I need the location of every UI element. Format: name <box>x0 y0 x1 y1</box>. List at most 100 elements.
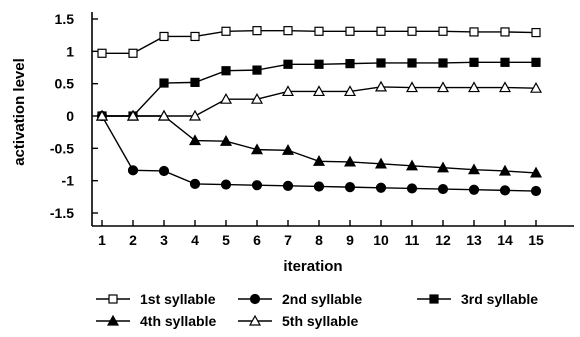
data-point <box>189 178 201 189</box>
x-tick-label: 15 <box>528 232 544 248</box>
data-point <box>219 134 233 146</box>
data-point <box>531 27 541 38</box>
legend-label: 3rd syllable <box>461 291 538 307</box>
series-3 <box>97 57 541 121</box>
legend-item: 1st syllable <box>96 291 216 307</box>
data-point <box>251 180 263 191</box>
x-axis-label: iteration <box>283 258 342 275</box>
data-point <box>157 109 171 121</box>
data-point <box>250 92 264 104</box>
x-tick-label: 6 <box>253 232 261 248</box>
data-point <box>374 157 388 169</box>
data-point <box>312 155 326 166</box>
legend-label: 5th syllable <box>282 313 358 329</box>
data-point <box>469 57 479 67</box>
x-tick-label: 9 <box>346 232 354 248</box>
data-point <box>407 58 417 68</box>
y-tick-label: 1 <box>66 43 74 59</box>
data-point <box>467 163 481 175</box>
x-tick-label: 3 <box>160 232 168 248</box>
data-point <box>281 144 295 155</box>
data-point <box>376 26 386 36</box>
x-tick-label: 13 <box>466 232 482 248</box>
data-point <box>345 59 355 69</box>
x-tick-label: 10 <box>373 232 389 248</box>
x-tick-label: 4 <box>191 232 199 248</box>
data-point <box>250 143 264 155</box>
series-2 <box>96 110 542 197</box>
y-axis-ticks: 1.5 1 0.5 0 -0.5 -1 -1.5 <box>50 11 98 221</box>
data-point <box>343 155 357 167</box>
data-point <box>529 81 543 93</box>
x-tick-label: 5 <box>222 232 230 248</box>
data-point <box>375 182 387 193</box>
series-5 <box>95 80 543 121</box>
x-tick-label: 14 <box>497 232 513 248</box>
data-point <box>158 165 170 177</box>
y-tick-label: -1 <box>62 173 75 189</box>
data-point <box>127 165 139 176</box>
legend-label: 2nd syllable <box>282 291 362 307</box>
legend-label: 1st syllable <box>140 291 216 307</box>
data-point <box>188 134 202 146</box>
x-tick-label: 7 <box>284 232 292 248</box>
data-point <box>221 66 231 76</box>
data-point <box>252 26 262 36</box>
data-point <box>406 183 418 194</box>
data-point <box>405 159 419 171</box>
series-group <box>95 26 543 197</box>
legend-item: 4th syllable <box>96 313 216 329</box>
x-axis-ticks: 1 2 3 4 5 6 7 8 9 10 11 12 13 14 15 <box>98 220 544 248</box>
series-1 <box>97 26 541 58</box>
data-point <box>190 31 200 42</box>
data-point <box>438 26 448 36</box>
data-point <box>128 48 138 58</box>
series-line <box>101 115 537 192</box>
legend-marker <box>108 294 118 304</box>
legend-marker <box>429 294 439 304</box>
legend-label: 4th syllable <box>140 313 216 329</box>
y-tick-label: -0.5 <box>50 140 74 156</box>
data-point <box>407 26 417 36</box>
data-point <box>438 58 448 68</box>
data-point <box>500 57 510 67</box>
legend-item: 3rd syllable <box>417 291 538 307</box>
x-tick-label: 8 <box>315 232 323 248</box>
data-point <box>499 185 511 196</box>
data-point <box>126 109 140 121</box>
data-point <box>314 59 324 69</box>
x-tick-label: 11 <box>405 232 420 248</box>
data-point <box>283 26 293 36</box>
data-point <box>345 26 355 36</box>
data-point <box>344 182 356 193</box>
legend-item: 5th syllable <box>238 313 358 329</box>
data-point <box>313 181 325 192</box>
data-point <box>467 81 481 93</box>
data-point <box>468 184 480 195</box>
data-point <box>190 77 200 87</box>
data-point <box>159 31 169 42</box>
data-point <box>530 185 542 197</box>
data-point <box>436 81 450 93</box>
data-point <box>221 26 231 36</box>
x-tick-label: 1 <box>98 232 106 248</box>
data-point <box>159 78 169 88</box>
data-point <box>97 48 107 58</box>
legend-marker <box>248 314 262 326</box>
y-tick-label: -1.5 <box>50 205 74 221</box>
y-tick-label: 1.5 <box>55 11 75 27</box>
chart-axes <box>91 12 574 227</box>
data-point <box>374 80 388 92</box>
data-point <box>314 26 324 36</box>
legend-marker <box>106 314 120 326</box>
data-point <box>498 81 512 93</box>
data-point <box>500 27 510 37</box>
data-point <box>219 92 233 104</box>
legend-marker <box>249 293 261 305</box>
data-point <box>529 166 543 178</box>
x-tick-label: 2 <box>129 232 137 248</box>
data-point <box>343 85 357 97</box>
data-point <box>498 164 512 176</box>
legend: 1st syllable 2nd syllable 3rd syllable 4th … <box>96 291 538 329</box>
